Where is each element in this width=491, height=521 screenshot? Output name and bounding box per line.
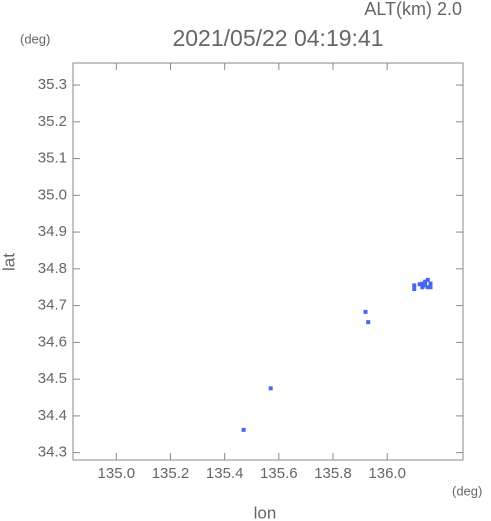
echo-point: [420, 281, 425, 286]
echo-point: [425, 277, 430, 282]
y-tick-label: 35.0: [38, 186, 67, 203]
echo-point: [366, 320, 371, 325]
y-unit: (deg): [20, 31, 50, 46]
x-tick-label: 135.2: [152, 465, 190, 482]
y-tick-label: 35.3: [38, 76, 67, 93]
y-tick-label: 34.8: [38, 260, 67, 277]
echo-point: [412, 287, 417, 292]
x-unit: (deg): [452, 483, 482, 498]
x-tick-label: 136.0: [368, 465, 406, 482]
echo-point: [417, 282, 422, 287]
x-tick-label: 135.4: [206, 465, 244, 482]
chart-subtitle: ALT(km) 2.0: [364, 0, 462, 19]
echo-point: [425, 285, 430, 290]
y-tick-label: 34.5: [38, 370, 67, 387]
x-axis-label: lon: [254, 503, 277, 521]
echo-point: [423, 279, 428, 284]
y-axis-label: lat: [0, 253, 18, 271]
echo-point: [428, 285, 433, 290]
echo-point: [420, 285, 425, 290]
y-tick-label: 35.1: [38, 150, 67, 167]
plot-frame: [72, 62, 464, 461]
x-tick-label: 135.8: [314, 465, 352, 482]
echo-point: [363, 309, 368, 314]
y-tick-label: 34.3: [38, 444, 67, 461]
y-tick-label: 35.2: [38, 113, 67, 130]
echo-point: [412, 283, 417, 288]
y-tick-label: 34.6: [38, 333, 67, 350]
echo-point: [428, 281, 433, 286]
y-tick-label: 34.4: [38, 407, 67, 424]
echo-point: [423, 283, 428, 288]
x-tick-label: 135.0: [98, 465, 136, 482]
y-tick-label: 34.9: [38, 223, 67, 240]
echo-point: [241, 427, 246, 432]
y-tick-label: 34.7: [38, 297, 67, 314]
echo-point: [268, 386, 273, 391]
x-tick-label: 135.6: [260, 465, 298, 482]
chart-title: 2021/05/22 04:19:41: [172, 25, 383, 51]
